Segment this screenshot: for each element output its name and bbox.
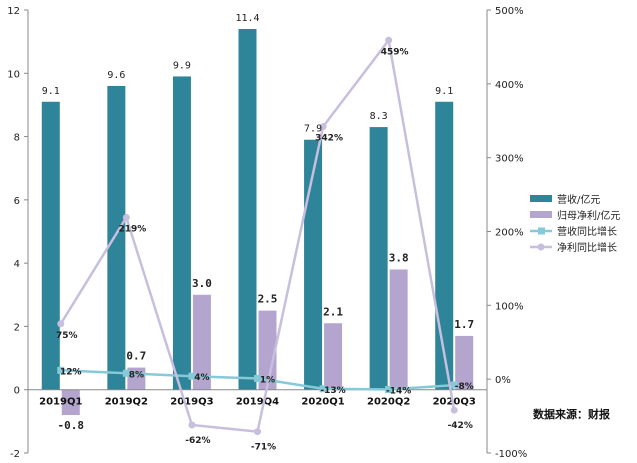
legend-label: 营收/亿元 (557, 193, 600, 206)
net-profit-value-label: 0.7 (126, 350, 146, 363)
bar-revenue (304, 139, 323, 390)
legend-marker-circle (537, 243, 545, 251)
revenue-value-label: 7.9 (304, 124, 322, 135)
category-label: 2020Q3 (433, 397, 476, 408)
right-tick-label: 0% (495, 375, 511, 386)
category-labels: 2019Q1 2019Q2 2019Q3 2019Q4 2020Q1 2020Q2 2020… (39, 397, 476, 408)
net-profit-yoy-point (319, 123, 327, 131)
net-profit-yoy-point (57, 320, 65, 328)
revenue-value-label: 8.3 (370, 111, 388, 122)
bar-revenue (435, 101, 454, 390)
net-profit-value-label: 1.7 (454, 318, 474, 331)
category-label: 2019Q1 (39, 397, 82, 408)
bars (41, 28, 474, 416)
net-profit-yoy-label: -71% (251, 443, 276, 453)
revenue-yoy-label: 4% (194, 373, 209, 383)
right-tick-label: 500% (495, 6, 524, 17)
category-label: 2019Q4 (236, 397, 279, 408)
revenue-yoy-point (385, 386, 393, 394)
net-profit-yoy-label: -42% (448, 421, 473, 431)
revenue-yoy-label: -8% (455, 382, 474, 392)
category-label: 2020Q2 (367, 397, 410, 408)
revenue-yoy-label: -14% (386, 387, 411, 397)
net-profit-value-label: 2.5 (258, 293, 278, 306)
net-profit-yoy-point (122, 213, 130, 221)
legend-label: 归母净利/亿元 (557, 209, 620, 222)
net-profit-yoy-point (450, 406, 458, 414)
bar-revenue (369, 127, 388, 390)
revenue-yoy-point (254, 374, 261, 382)
left-tick-label: 4 (14, 259, 20, 270)
category-label: 2019Q3 (170, 397, 213, 408)
revenue-yoy-label: -13% (320, 386, 345, 396)
revenue-value-label: 9.9 (173, 60, 191, 71)
legend-swatch-revenue (530, 195, 552, 202)
bar-revenue (238, 28, 257, 390)
net-profit-yoy-label: 342% (315, 134, 343, 144)
left-tick-label: 12 (7, 6, 20, 17)
net-profit-value-label: 2.1 (323, 305, 343, 318)
revenue-yoy-label: 1% (260, 375, 275, 385)
revenue-yoy-point (57, 366, 65, 374)
bar-revenue (172, 76, 191, 390)
left-tick-label: -2 (10, 449, 20, 460)
legend-swatch-net-profit (530, 211, 552, 218)
revenue-yoy-label: 12% (60, 367, 82, 377)
revenue-yoy-point (450, 381, 458, 389)
revenue-value-label: 9.1 (42, 86, 60, 97)
bar-net-profit (192, 294, 211, 390)
category-label: 2019Q2 (105, 397, 148, 408)
value-labels: 9.1 9.6 9.9 11.4 7.9 8.3 9.1 -0.8 0.7 3.0 2.5 2.1 3.… (42, 13, 474, 453)
bar-revenue (107, 85, 126, 390)
net-profit-yoy-label: 219% (118, 224, 146, 234)
left-axis: -2 0 2 4 6 8 10 12 (7, 6, 29, 460)
right-tick-label: 200% (495, 228, 524, 239)
legend-marker-square (538, 227, 545, 235)
right-tick-label: 400% (495, 80, 524, 91)
revenue-value-label: 11.4 (235, 13, 259, 24)
legend-label: 净利同比增长 (557, 241, 617, 254)
right-tick-label: 100% (495, 301, 524, 312)
right-tick-label: 300% (495, 154, 524, 165)
revenue-yoy-label: 8% (129, 370, 144, 380)
net-profit-value-label: 3.0 (192, 277, 212, 290)
net-profit-yoy-point (254, 428, 261, 436)
net-profit-yoy-label: 459% (381, 47, 409, 57)
net-profit-yoy-label: -62% (185, 436, 210, 446)
net-profit-yoy-point (385, 36, 393, 44)
right-tick-label: -100% (495, 449, 527, 460)
revenue-yoy-point (122, 369, 130, 377)
right-axis: -100% 0% 100% 200% 300% 400% 500% (486, 6, 527, 460)
left-tick-label: 6 (14, 196, 20, 207)
left-tick-label: 10 (7, 69, 20, 80)
net-profit-value-label: 3.8 (389, 251, 409, 264)
bar-net-profit (324, 323, 343, 390)
category-label: 2020Q1 (301, 397, 344, 408)
source-note: 数据来源：财报 (533, 407, 611, 421)
net-profit-yoy-point (188, 421, 196, 429)
bar-net-profit (455, 335, 474, 390)
left-tick-label: 2 (14, 322, 20, 333)
bar-net-profit (389, 269, 408, 390)
revenue-value-label: 9.1 (435, 86, 453, 97)
lines (57, 36, 458, 436)
bar-revenue (41, 101, 60, 390)
revenue-yoy-point (319, 385, 327, 393)
legend-label: 营收同比增长 (557, 225, 617, 238)
bar-net-profit (61, 389, 80, 416)
net-profit-yoy-label: 75% (56, 331, 78, 341)
left-tick-label: 0 (14, 386, 20, 397)
left-tick-label: 8 (14, 133, 20, 144)
revenue-yoy-point (188, 372, 196, 380)
revenue-value-label: 9.6 (107, 70, 125, 81)
net-profit-value-label: -0.8 (58, 419, 85, 432)
